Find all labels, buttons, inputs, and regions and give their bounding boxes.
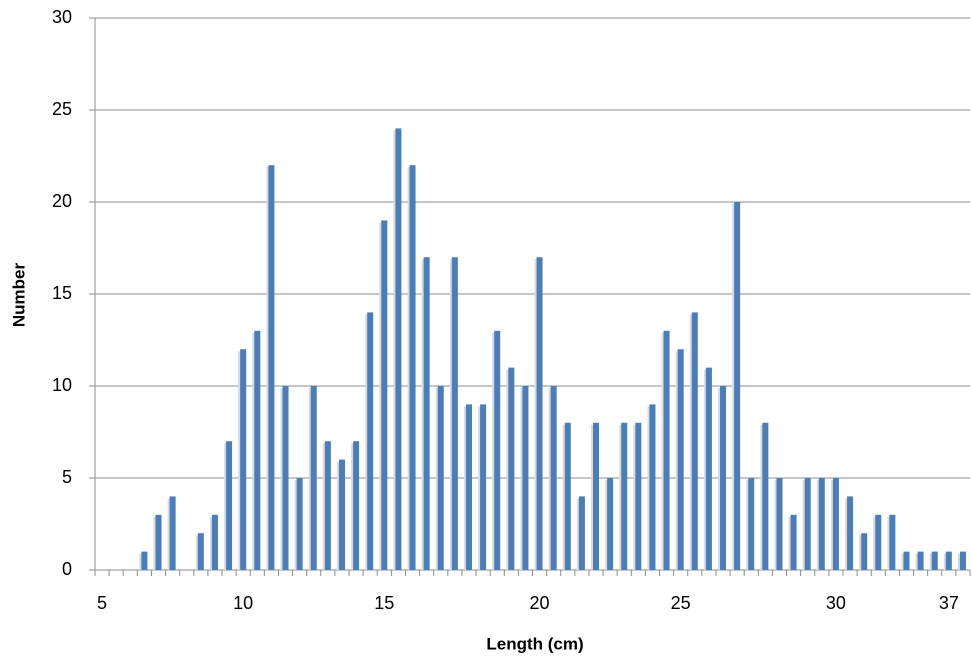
- y-tick-label: 25: [52, 99, 72, 119]
- x-tick-label: 25: [671, 593, 691, 613]
- bar: [268, 165, 275, 570]
- bar: [776, 478, 783, 570]
- bar: [282, 386, 289, 570]
- y-tick-label: 30: [52, 7, 72, 27]
- bar: [649, 404, 656, 570]
- bar: [663, 330, 670, 570]
- bar: [762, 422, 769, 570]
- bar: [564, 422, 571, 570]
- bar: [353, 441, 360, 570]
- bar: [338, 459, 345, 570]
- bar: [494, 330, 501, 570]
- bar: [734, 202, 741, 570]
- x-tick-label: 37: [939, 593, 959, 613]
- bar: [804, 478, 811, 570]
- bar: [211, 514, 218, 570]
- bar: [395, 128, 402, 570]
- bar: [931, 551, 938, 570]
- bar: [832, 478, 839, 570]
- bar: [748, 478, 755, 570]
- x-tick-label: 20: [530, 593, 550, 613]
- x-tick-label: 15: [374, 593, 394, 613]
- bar: [508, 367, 515, 570]
- bar: [705, 367, 712, 570]
- bar: [480, 404, 487, 570]
- bar: [536, 257, 543, 570]
- x-tick-label: 10: [233, 593, 253, 613]
- bar: [875, 514, 882, 570]
- bar: [607, 478, 614, 570]
- bar: [310, 386, 317, 570]
- bar: [423, 257, 430, 570]
- bar: [169, 496, 176, 570]
- bar: [621, 422, 628, 570]
- bar: [240, 349, 247, 570]
- bar: [381, 220, 388, 570]
- bar: [522, 386, 529, 570]
- bar: [635, 422, 642, 570]
- bar: [465, 404, 472, 570]
- bar: [720, 386, 727, 570]
- bar: [451, 257, 458, 570]
- bar: [409, 165, 416, 570]
- bar: [889, 514, 896, 570]
- bar: [141, 551, 148, 570]
- y-tick-label: 5: [62, 467, 72, 487]
- bar: [593, 422, 600, 570]
- bar: [790, 514, 797, 570]
- y-tick-label: 10: [52, 375, 72, 395]
- bar: [917, 551, 924, 570]
- bar: [254, 330, 261, 570]
- bar: [818, 478, 825, 570]
- y-tick-label: 20: [52, 191, 72, 211]
- bar: [197, 533, 204, 570]
- bar: [959, 551, 966, 570]
- bar: [324, 441, 331, 570]
- bar: [691, 312, 698, 570]
- bar: [155, 514, 162, 570]
- y-tick-label: 0: [62, 559, 72, 579]
- bar: [296, 478, 303, 570]
- bar: [437, 386, 444, 570]
- x-tick-label: 30: [826, 593, 846, 613]
- x-tick-label: 5: [97, 593, 107, 613]
- y-axis-title: Number: [9, 263, 28, 328]
- bar: [861, 533, 868, 570]
- bar: [677, 349, 684, 570]
- bar: [578, 496, 585, 570]
- bar: [847, 496, 854, 570]
- bar: [903, 551, 910, 570]
- bar: [550, 386, 557, 570]
- bar: [945, 551, 952, 570]
- bar: [226, 441, 233, 570]
- y-tick-label: 15: [52, 283, 72, 303]
- x-axis-title: Length (cm): [486, 634, 583, 653]
- bar: [367, 312, 374, 570]
